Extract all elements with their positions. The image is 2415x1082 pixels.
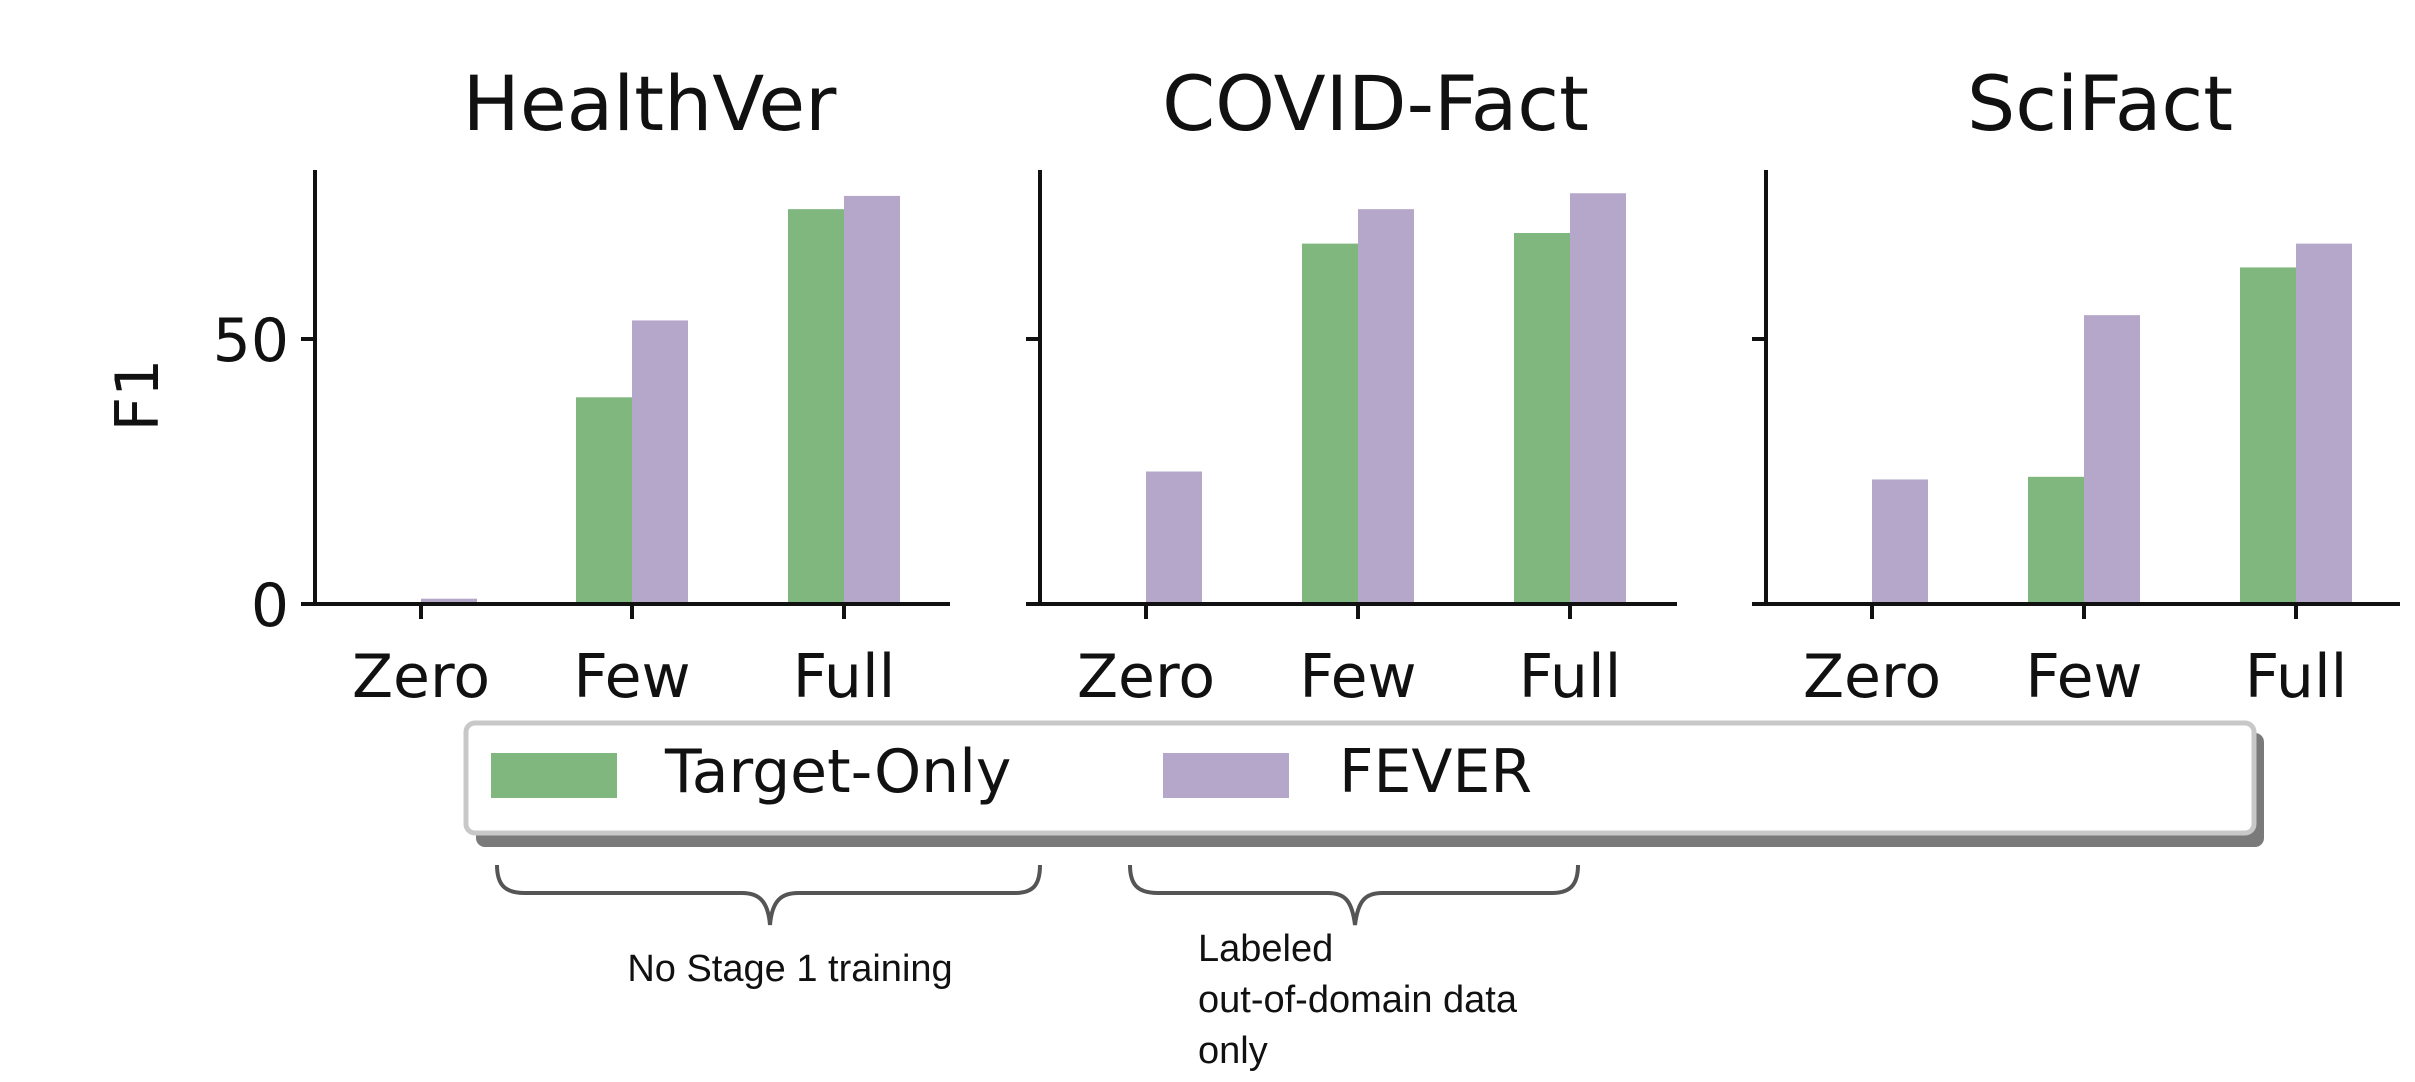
bar-fever-few: [2084, 315, 2140, 604]
bar-fever-full: [844, 195, 900, 604]
panel-title: SciFact: [1967, 59, 2233, 148]
legend-label-fever: FEVER: [1339, 737, 1532, 807]
brace-label-labeled-ood-line3: only: [1198, 1030, 1268, 1072]
bar-fever-full: [2296, 243, 2352, 604]
bar-fever-zero: [1146, 471, 1202, 604]
x-tick-label: Few: [1299, 642, 1416, 712]
x-tick-label: Zero: [1077, 642, 1215, 712]
chart-panels: HealthVer 0 50 Zero Few Full COVID-Fact Zero Few…: [213, 59, 2400, 712]
panel-scifact: SciFact Zero Few Full: [1752, 59, 2400, 712]
x-tick-label: Full: [793, 642, 896, 712]
bar-fever-few: [1358, 209, 1414, 604]
bar-fever-zero: [421, 598, 477, 604]
brace-label-labeled-ood-line1: Labeled: [1198, 928, 1333, 970]
bar-target-only-full: [1514, 233, 1570, 604]
panel-covid-fact: COVID-Fact Zero Few Full: [1026, 59, 1677, 712]
bar-target-only-few: [2028, 476, 2084, 604]
x-tick-label: Zero: [1803, 642, 1941, 712]
annotations: No Stage 1 training Labeled out-of-domai…: [495, 864, 1580, 1072]
y-axis-label: F1: [103, 359, 173, 432]
legend: Target-Only FEVER: [463, 720, 2264, 847]
legend-label-target-only: Target-Only: [664, 737, 1011, 807]
brace-labeled-ood: [1128, 864, 1580, 926]
x-tick-label: Full: [1519, 642, 1622, 712]
x-tick-label: Zero: [352, 642, 490, 712]
bar-target-only-full: [788, 209, 844, 604]
panel-title: COVID-Fact: [1162, 59, 1589, 148]
y-tick-label: 0: [251, 571, 289, 641]
bar-target-only-few: [1302, 243, 1358, 604]
y-tick-label: 50: [213, 306, 289, 376]
panel-title: HealthVer: [463, 59, 837, 148]
brace-no-stage1: [495, 864, 1042, 926]
x-tick-label: Few: [2025, 642, 2142, 712]
x-tick-label: Full: [2245, 642, 2348, 712]
bar-target-only-full: [2240, 267, 2296, 604]
bar-target-only-few: [576, 397, 632, 604]
brace-label-no-stage1: No Stage 1 training: [627, 948, 952, 990]
bar-fever-full: [1570, 193, 1626, 604]
brace-label-labeled-ood-line2: out-of-domain data: [1198, 979, 1518, 1021]
x-tick-label: Few: [573, 642, 690, 712]
legend-swatch-fever: [1163, 753, 1289, 798]
bar-fever-few: [632, 320, 688, 604]
bar-fever-zero: [1872, 479, 1928, 604]
legend-box: [463, 720, 2257, 836]
legend-swatch-target-only: [491, 753, 617, 798]
panel-healthver: HealthVer 0 50 Zero Few Full: [213, 59, 950, 712]
